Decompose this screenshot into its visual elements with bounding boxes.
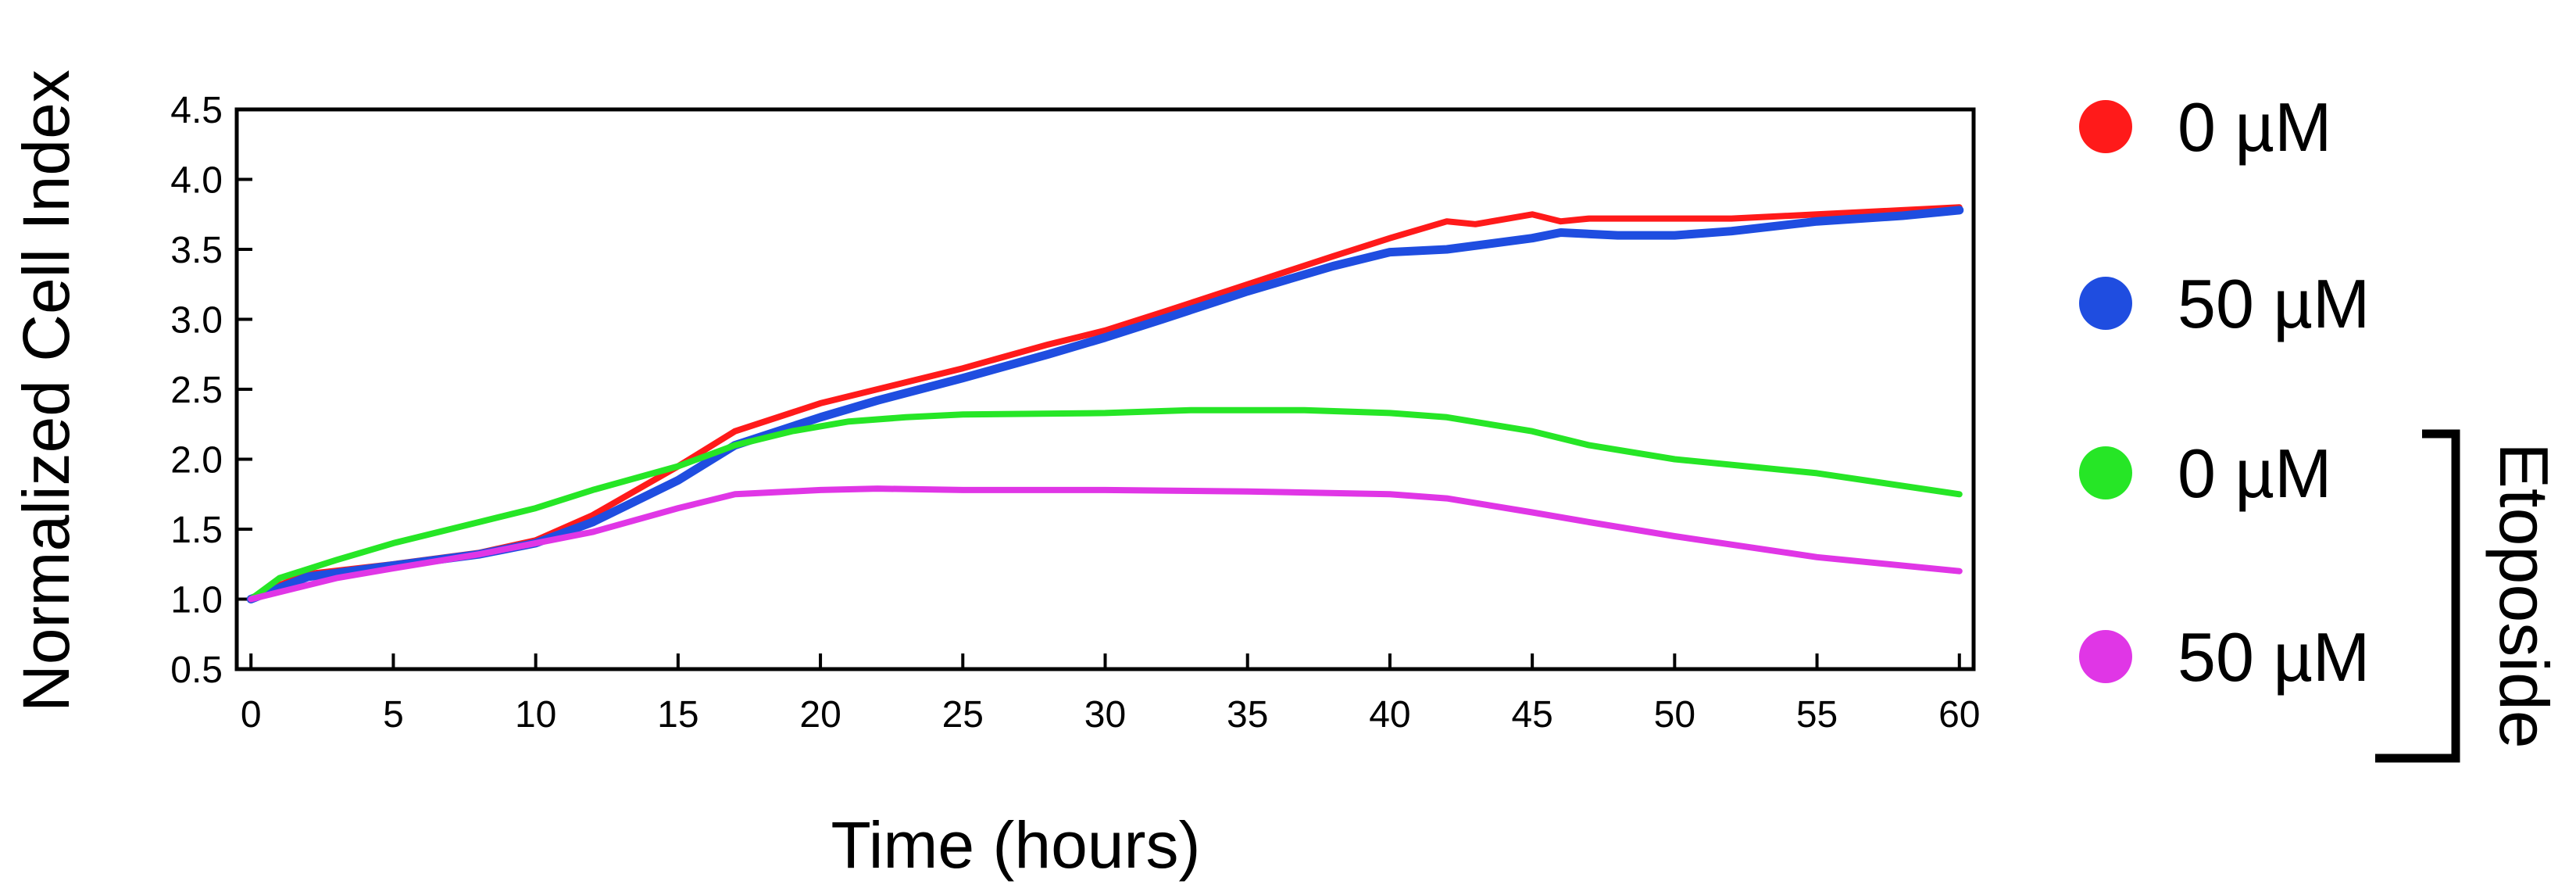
y-axis-ticks: 0.5 1.0 1.5 2.0 2.5 3.0 3.5 4.0 4.5 [170, 90, 252, 691]
x-tick-label: 0 [241, 694, 262, 736]
y-tick-label: 4.0 [170, 160, 223, 202]
y-tick-label: 2.5 [170, 370, 223, 411]
y-tick-label: 0.5 [170, 650, 223, 691]
legend-label: 0 µM [2178, 435, 2331, 512]
etoposide-bracket [2375, 429, 2460, 763]
x-tick-label: 10 [515, 694, 556, 736]
x-tick-label: 50 [1654, 694, 1695, 736]
legend-marker [2079, 100, 2132, 153]
legend: 0 µM 50 µM 0 µM 50 µM [2079, 88, 2370, 696]
y-tick-label: 1.0 [170, 580, 223, 621]
x-tick-label: 35 [1227, 694, 1268, 736]
x-tick-label: 45 [1511, 694, 1552, 736]
series-line-etoposide-50um [248, 485, 1963, 603]
x-tick-label: 15 [657, 694, 698, 736]
legend-marker [2079, 446, 2132, 499]
x-tick-label: 30 [1084, 694, 1126, 736]
x-axis-ticks: 0 5 10 15 20 25 30 35 40 45 50 55 60 [241, 653, 1980, 736]
x-tick-label: 5 [383, 694, 404, 736]
y-axis-title: Normalized Cell Index [9, 70, 83, 712]
x-tick-label: 55 [1796, 694, 1838, 736]
x-tick-label: 20 [799, 694, 841, 736]
y-tick-label: 1.5 [170, 510, 223, 551]
legend-label: 50 µM [2178, 618, 2370, 696]
y-tick-label: 3.5 [170, 230, 223, 271]
x-axis-title: Time (hours) [831, 808, 1201, 882]
legend-label: 0 µM [2178, 88, 2331, 166]
legend-marker [2079, 277, 2132, 330]
plot-frame [234, 107, 1976, 671]
y-tick-label: 3.0 [170, 300, 223, 342]
series-lines [246, 204, 1964, 603]
y-tick-label: 2.0 [170, 440, 223, 482]
x-tick-label: 40 [1369, 694, 1410, 736]
y-tick-label: 4.5 [170, 90, 223, 131]
x-tick-label: 60 [1938, 694, 1980, 736]
x-tick-label: 25 [942, 694, 984, 736]
legend-label: 50 µM [2178, 265, 2370, 342]
legend-marker [2079, 630, 2132, 683]
series-line-etoposide-0um [248, 406, 1963, 603]
etoposide-label: Etoposide [2485, 442, 2563, 748]
